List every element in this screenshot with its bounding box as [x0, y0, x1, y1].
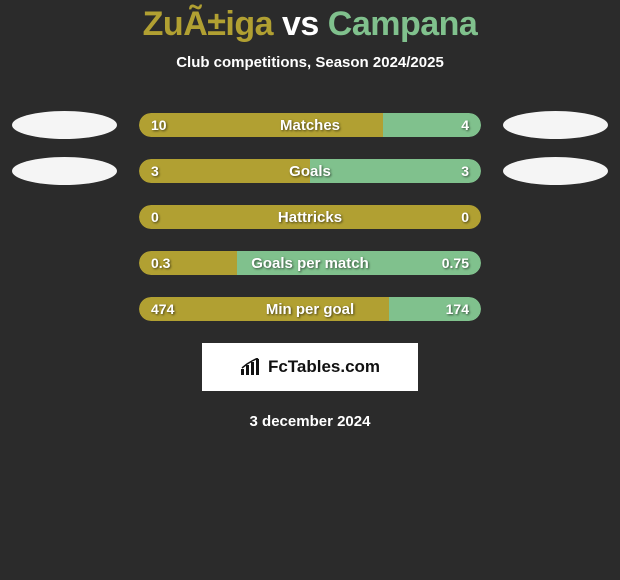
stat-row: 104Matches	[0, 113, 620, 137]
chart-icon	[240, 358, 262, 376]
avatar-right	[503, 111, 608, 139]
avatar-right	[503, 157, 608, 185]
page-title: ZuÃ±iga vs Campana	[0, 5, 620, 44]
avatar-left	[12, 111, 117, 139]
subtitle: Club competitions, Season 2024/2025	[0, 54, 620, 71]
stat-row: 474174Min per goal	[0, 297, 620, 321]
title-player2: Campana	[328, 5, 478, 43]
stat-label: Min per goal	[139, 297, 481, 321]
date-text: 3 december 2024	[0, 413, 620, 430]
stat-bar: 0.30.75Goals per match	[139, 251, 481, 275]
title-vs: vs	[282, 5, 319, 43]
stat-bar: 00Hattricks	[139, 205, 481, 229]
stat-bar: 474174Min per goal	[139, 297, 481, 321]
stat-label: Hattricks	[139, 205, 481, 229]
stat-label: Matches	[139, 113, 481, 137]
title-player1: ZuÃ±iga	[143, 5, 273, 43]
stat-row: 33Goals	[0, 159, 620, 183]
stat-bar: 104Matches	[139, 113, 481, 137]
logo-text: FcTables.com	[268, 357, 380, 377]
stat-row: 00Hattricks	[0, 205, 620, 229]
stats-list: 104Matches 33Goals 00Hattricks 0.30.75Goals…	[0, 113, 620, 321]
logo-box[interactable]: FcTables.com	[202, 343, 418, 391]
avatar-left	[12, 157, 117, 185]
stat-row: 0.30.75Goals per match	[0, 251, 620, 275]
stat-label: Goals	[139, 159, 481, 183]
stat-label: Goals per match	[139, 251, 481, 275]
stat-bar: 33Goals	[139, 159, 481, 183]
